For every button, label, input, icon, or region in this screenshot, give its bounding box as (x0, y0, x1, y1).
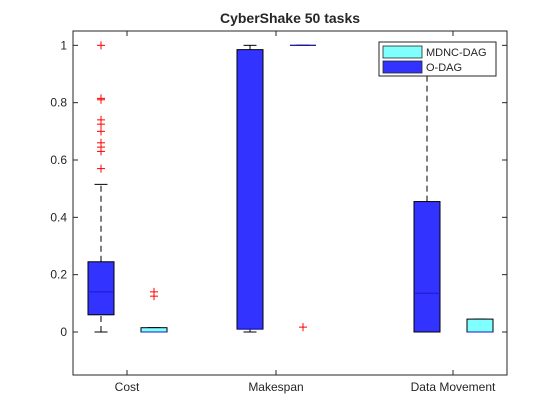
outlier-o-dag-cost-9 (97, 41, 105, 50)
y-tick-label-1: 0.2 (50, 268, 67, 282)
box-o-dag-makespan (236, 49, 264, 330)
y-tick-label-4: 0.8 (50, 96, 67, 110)
y-tick-label-0: 0 (60, 325, 67, 339)
outlier-o-dag-cost-6 (97, 115, 105, 124)
legend-swatch-o-dag (382, 60, 423, 74)
y-tick-label-3: 0.6 (50, 153, 67, 167)
box-mdnc-dag-cost (140, 327, 168, 333)
y-tick-label-5: 1 (60, 38, 67, 52)
outlier-o-dag-cost-3 (97, 138, 105, 147)
x-tick-label-makespan: Makespan (248, 380, 303, 394)
x-tick-label-cost: Cost (115, 380, 140, 394)
legend-swatch-mdnc-dag (382, 45, 423, 59)
outlier-o-dag-cost-8 (97, 94, 105, 103)
legend-label-o-dag: O-DAG (426, 62, 462, 74)
outlier-o-dag-cost-4 (97, 127, 105, 136)
outlier-o-dag-cost-0 (97, 164, 105, 173)
boxes-layer (87, 41, 494, 333)
outlier-mdnc-dag-makespan-0 (299, 323, 307, 332)
y-tick-label-2: 0.4 (50, 210, 67, 224)
axes-layer: 0 0.2 0.4 0.6 0.8 1 Cost Makespan Data Movement (50, 30, 508, 394)
box-o-dag-data-movement (413, 201, 441, 333)
legend: MDNC-DAG O-DAG (378, 41, 497, 77)
plot-frame (72, 30, 508, 376)
x-tick-label-data-movement: Data Movement (411, 380, 496, 394)
box-o-dag-cost (87, 261, 115, 316)
box-mdnc-dag-data-movement (466, 318, 494, 333)
outlier-mdnc-dag-cost-1 (150, 287, 158, 296)
plot-area (73, 31, 507, 375)
legend-label-mdnc-dag: MDNC-DAG (426, 47, 487, 59)
chart-title: CyberShake 50 tasks (220, 10, 360, 26)
